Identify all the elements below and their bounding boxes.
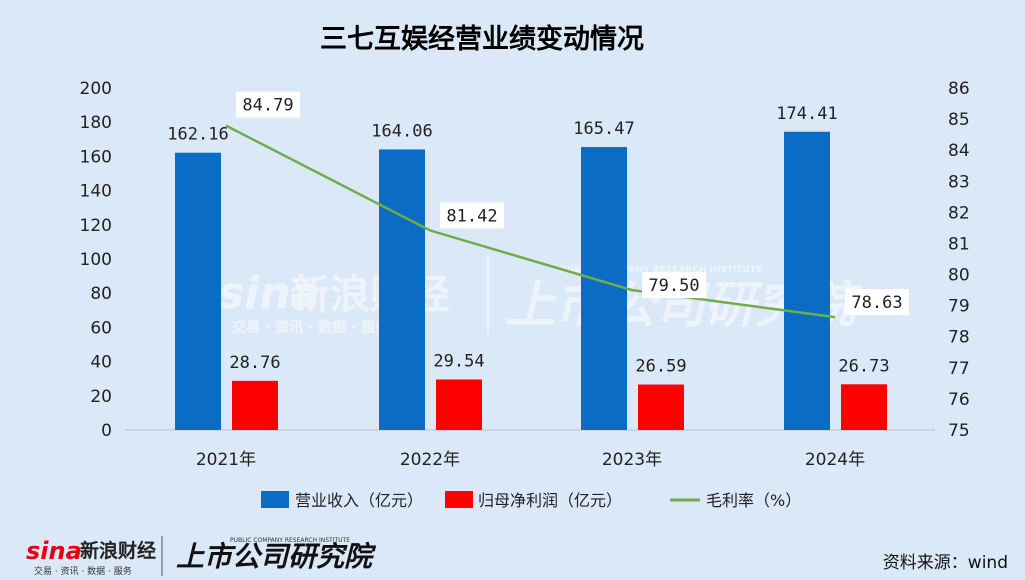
right-axis: 75 76 77 78 79 80 81 82 83 84 85 86 [948,79,970,441]
right-tick-label: 86 [948,79,970,99]
watermark-research-en: PUBLIC COMPANY RESEARCH INSTITUTE [560,265,762,275]
left-axis: 0 20 40 60 80 100 120 140 160 180 200 [80,79,112,441]
bar-group [175,131,887,430]
label-margin: 84.79 [242,96,293,116]
bar-revenue [175,152,221,430]
label-margin: 78.63 [851,293,902,313]
label-revenue: 165.47 [573,119,634,139]
watermark-sina-logo: sina [218,268,320,319]
left-tick-label: 60 [90,318,112,338]
watermark-sina-text: 新浪财经 [290,272,450,318]
right-tick-label: 85 [948,110,970,130]
bar-profit [841,384,887,430]
left-tick-label: 160 [80,147,112,167]
legend-swatch-profit [445,491,473,508]
label-margin-box [236,91,300,118]
right-tick-label: 80 [948,266,970,286]
label-profit: 26.73 [838,356,889,376]
right-tick-label: 82 [948,203,970,223]
footer-research-en: PUBLIC COMPANY RESEARCH INSTITUTE [230,537,350,544]
legend-swatch-revenue [261,491,289,508]
footer-branding: sina 新浪财经 交易 · 资讯 · 数据 · 服务 上市公司研究院 PUBL… [26,536,377,577]
left-tick-label: 180 [80,113,112,133]
category-label: 2024年 [805,450,865,470]
legend-label-profit: 归母净利润（亿元） [478,491,622,510]
left-tick-label: 0 [101,421,112,441]
right-tick-label: 79 [948,297,970,317]
left-tick-label: 200 [80,79,112,99]
chart-title: 三七互娱经营业绩变动情况 [320,23,644,55]
bar-profit [232,380,278,430]
label-profit: 28.76 [229,353,280,373]
category-label: 2021年 [196,450,256,470]
line-margin [225,124,836,319]
source-note: 资料来源：wind [883,553,1008,573]
bar-revenue [581,147,627,430]
left-tick-label: 80 [90,284,112,304]
label-revenue: 164.06 [371,121,432,141]
bar-revenue [379,149,425,430]
label-margin-box [440,202,504,229]
label-margin: 79.50 [648,276,699,296]
bar-revenue [784,131,830,430]
left-tick-label: 120 [80,216,112,236]
right-tick-label: 84 [948,141,970,161]
left-tick-label: 100 [80,250,112,270]
label-profit: 29.54 [433,351,484,371]
label-margin-box [642,272,706,299]
category-label: 2022年 [400,450,460,470]
footer-sina-logo: sina [26,537,82,565]
footer-sina-sub: 交易 · 资讯 · 数据 · 服务 [34,565,132,577]
right-tick-label: 75 [948,421,970,441]
label-revenue: 162.16 [167,125,228,145]
legend: 营业收入（亿元） 归母净利润（亿元） 毛利率（%） [261,491,801,510]
footer-sina-text: 新浪财经 [80,539,156,562]
legend-label-revenue: 营业收入（亿元） [295,491,423,510]
left-tick-label: 20 [90,387,112,407]
watermark: sina 新浪财经 交易 · 资讯 · 数据 · 服务 上市公司研究院 PUBL… [218,255,863,336]
right-tick-label: 77 [948,359,970,379]
left-tick-label: 40 [90,353,112,373]
label-profit: 26.59 [635,357,686,377]
bar-profit [638,384,684,430]
bar-profit [436,379,482,430]
label-margin-box [845,289,909,316]
left-tick-label: 140 [80,182,112,202]
label-group: 162.16 28.76 164.06 29.54 165.47 26.59 174.41 2… [167,91,909,377]
footer-research-text: 上市公司研究院 [176,540,377,573]
line-group [225,124,836,319]
label-margin: 81.42 [446,206,497,226]
legend-label-margin: 毛利率（%） [706,491,801,510]
right-tick-label: 78 [948,328,970,348]
category-label: 2023年 [602,450,662,470]
right-tick-label: 83 [948,172,970,192]
watermark-sina-sub: 交易 · 资讯 · 数据 · 服务 [232,319,390,336]
category-group: 2021年 2022年 2023年 2024年 [196,450,865,470]
label-revenue: 174.41 [776,104,837,124]
right-tick-label: 76 [948,390,970,410]
right-tick-label: 81 [948,234,970,254]
